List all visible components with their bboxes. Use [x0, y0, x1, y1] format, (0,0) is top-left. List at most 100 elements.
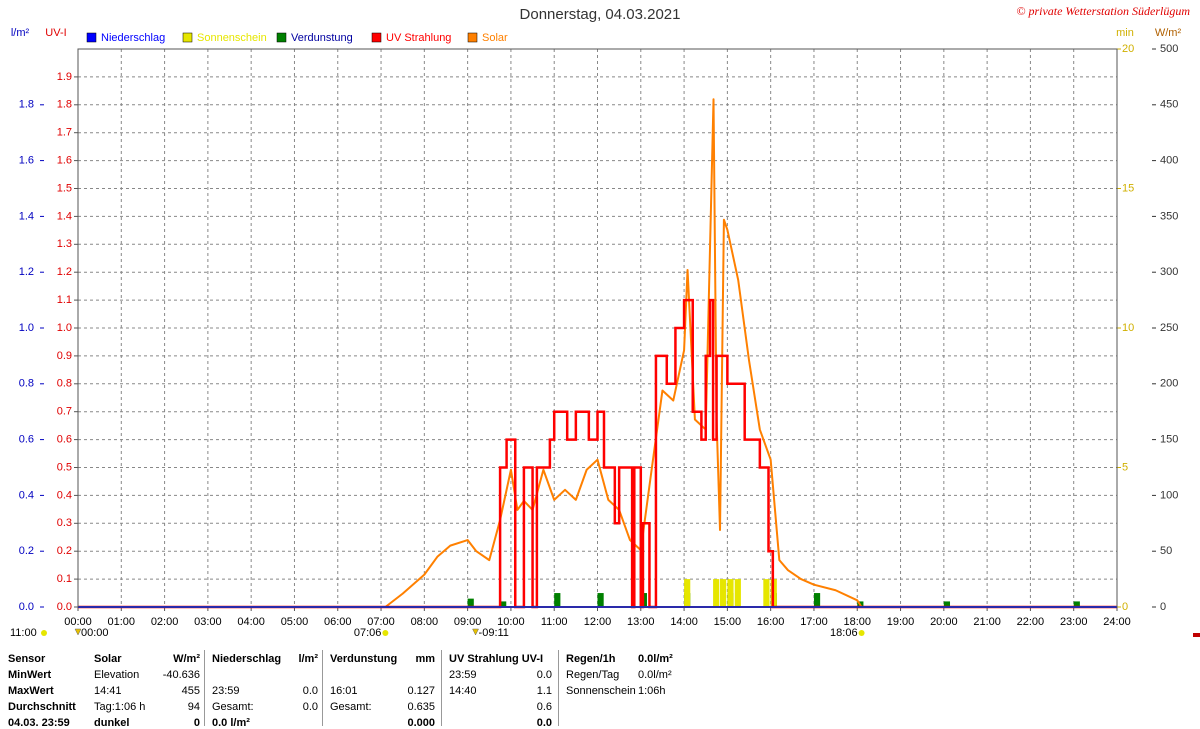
x-tick-label: 05:00: [281, 616, 309, 628]
marker-label: 00:00: [81, 627, 109, 639]
table-cell: 0.0: [302, 685, 318, 697]
x-tick-label: 04:00: [237, 616, 265, 628]
sun-icon: [858, 630, 865, 636]
x-tick-label: 09:00: [454, 616, 482, 628]
plot-frame: [77, 48, 1118, 608]
table-cell: -40.636: [162, 669, 200, 681]
y-tick-label: 1.6: [19, 155, 34, 167]
w-tick-label: 400: [1160, 155, 1178, 167]
table-cell: Durchschnitt: [8, 701, 76, 713]
legend-label: Niederschlag: [101, 32, 165, 44]
y-tick-label: 1.4: [19, 210, 34, 222]
w-tick-label: 250: [1160, 322, 1178, 334]
min-tick-label: 0: [1122, 601, 1128, 613]
uv-tick-label: 0.3: [57, 517, 72, 529]
y-tick-label: 0.4: [19, 489, 34, 501]
uv-tick-label: 1.9: [57, 71, 72, 83]
table-cell: 0.0 l/m²: [212, 717, 250, 729]
uv-tick-label: 1.5: [57, 182, 72, 194]
bar: [943, 601, 951, 607]
table-cell: Tag:1:06 h: [94, 701, 146, 713]
table-cell: 1.1: [536, 685, 552, 697]
y-tick-label: 0.6: [19, 434, 34, 446]
marker-label: 07:06: [354, 627, 382, 639]
x-tick-label: 21:00: [973, 616, 1001, 628]
table-cell: Elevation: [94, 669, 140, 681]
table-cell: Solar: [94, 653, 122, 665]
uv-tick-label: 1.1: [57, 294, 72, 306]
uv-axis-label: UV-I: [45, 27, 66, 39]
x-tick-label: 08:00: [411, 616, 439, 628]
x-tick-label: 12:00: [584, 616, 612, 628]
separator: [322, 650, 323, 726]
sun-icon: [382, 630, 389, 636]
uv-tick-label: 0.4: [57, 489, 72, 501]
min-axis-label: min: [1116, 27, 1134, 39]
legend-label: Verdunstung: [291, 32, 353, 44]
x-tick-label: 22:00: [1017, 616, 1045, 628]
bar: [713, 579, 720, 607]
w-tick-label: 500: [1160, 43, 1178, 55]
table-cell: 23:59: [212, 685, 240, 697]
table-cell: 1:06h: [638, 685, 666, 697]
series-step: [78, 298, 1117, 609]
x-tick-label: 18:00: [843, 616, 871, 628]
table-cell: mm: [415, 653, 435, 665]
table-cell: 0.0l/m²: [638, 653, 673, 665]
marker-label: -09:11: [479, 627, 509, 639]
bar: [554, 593, 561, 607]
x-tick-label: 16:00: [757, 616, 785, 628]
table-cell: 0: [193, 717, 200, 729]
x-tick-label: 00:00: [64, 616, 92, 628]
legend-swatch: [182, 32, 193, 43]
w-axis-label: W/m²: [1155, 27, 1182, 39]
y-tick-label: 1.8: [19, 99, 34, 111]
table-cell: Verdunstung: [330, 653, 398, 665]
marker-label: 18:06: [830, 627, 858, 639]
uv-tick-label: 0.2: [57, 545, 72, 557]
bar: [597, 593, 604, 607]
table-cell: Regen/Tag: [566, 669, 620, 681]
table-cell: MinWert: [8, 669, 52, 681]
table-cell: Gesamt:: [212, 701, 254, 713]
x-tick-label: 24:00: [1103, 616, 1131, 628]
uv-tick-label: 1.8: [57, 99, 72, 111]
table-cell: Gesamt:: [330, 701, 372, 713]
y-tick-label: 1.2: [19, 266, 34, 278]
table-cell: 0.635: [407, 701, 435, 713]
w-tick-label: 100: [1160, 489, 1178, 501]
bar: [500, 601, 507, 607]
table-cell: 14:41: [94, 685, 122, 697]
uv-tick-label: 0.9: [57, 350, 72, 362]
y-tick-label: 0.0: [19, 601, 34, 613]
table-cell: Sonnenschein: [566, 685, 636, 697]
table-cell: dunkel: [94, 717, 130, 729]
uv-tick-label: 0.6: [57, 434, 72, 446]
x-tick-label: 10:00: [497, 616, 525, 628]
corner-marker: [1193, 633, 1200, 637]
bar: [727, 579, 734, 607]
table-cell: 0.6: [536, 701, 552, 713]
x-tick-label: 07:00: [367, 616, 395, 628]
table-cell: 23:59: [449, 669, 477, 681]
legend-label: UV Strahlung: [386, 32, 451, 44]
x-tick-label: 11:00: [541, 616, 568, 628]
min-tick-label: 20: [1122, 43, 1134, 55]
uv-tick-label: 1.4: [57, 210, 72, 222]
uv-tick-label: 1.7: [57, 127, 72, 139]
table-cell: 0.000: [407, 717, 435, 729]
bar: [813, 593, 821, 607]
marker-icon: [74, 628, 82, 636]
separator: [204, 650, 205, 726]
table-cell: 0.0: [536, 669, 552, 681]
moon-label: 11:00: [10, 627, 37, 639]
uv-tick-label: 0.1: [57, 573, 72, 585]
separator: [558, 650, 559, 726]
bar: [467, 598, 474, 607]
x-tick-label: 17:00: [800, 616, 828, 628]
legend-swatch: [86, 32, 97, 43]
w-tick-label: 0: [1160, 601, 1166, 613]
uv-tick-label: 0.5: [57, 461, 72, 473]
moon-icon: [41, 630, 47, 636]
table-cell: Regen/1h: [566, 653, 616, 665]
